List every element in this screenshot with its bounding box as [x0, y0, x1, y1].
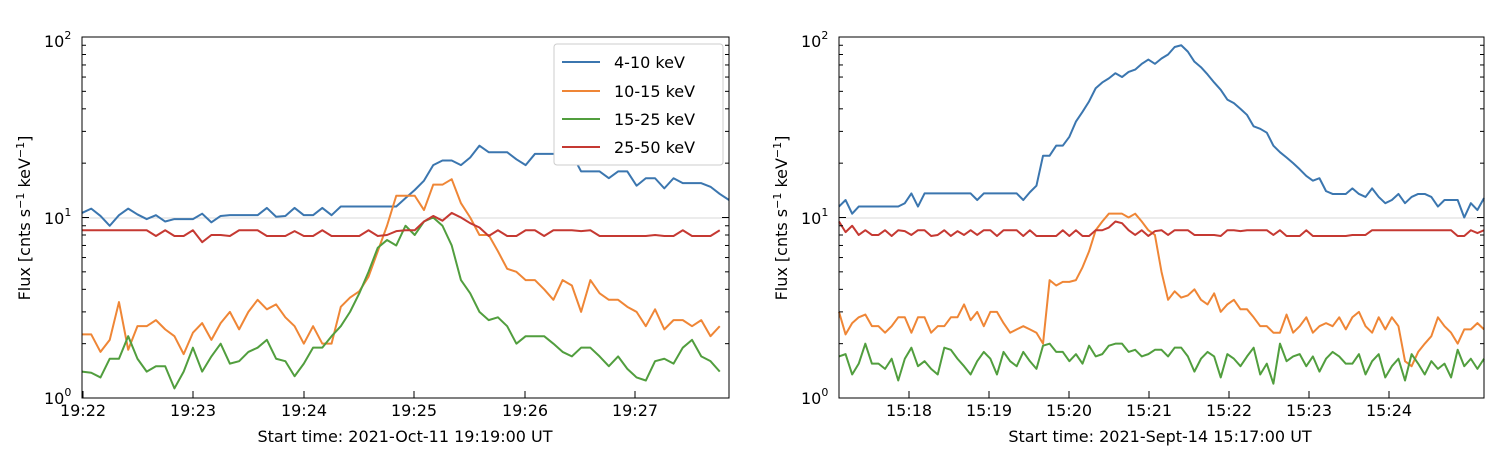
- right-x-tick-label: 15:18: [886, 401, 932, 420]
- left-y-axis-label: Flux [cnts s−1 keV−1]: [14, 136, 34, 301]
- right-x-tick-label: 15:22: [1206, 401, 1252, 420]
- left-y-tick-label-100: 102: [44, 29, 71, 51]
- right-series-line-10-15-kev: [838, 212, 1485, 368]
- right-series-line-4-10-kev: [838, 44, 1485, 219]
- right-x-tick-label: 15:21: [1126, 401, 1172, 420]
- left-y-tick-label-1: 100: [44, 386, 71, 408]
- right-minor-ticks: [839, 44, 1484, 399]
- right-series-line-15-25-kev: [838, 342, 1485, 385]
- left-x-axis-label: Start time: 2021-Oct-11 19:19:00 UT: [257, 427, 552, 446]
- left-x-tick-label: 19:25: [391, 401, 437, 420]
- legend-label: 4-10 keV: [614, 53, 685, 72]
- right-x-tick-label: 15:19: [966, 401, 1012, 420]
- right-chart-panel: 15:18 15:19 15:20 15:21 15:22 15:23 15:2…: [771, 29, 1485, 446]
- right-y-axis-label: Flux [cnts s−1 keV−1]: [771, 136, 791, 301]
- legend-frame: [553, 43, 724, 166]
- left-x-tick-label: 19:26: [502, 401, 548, 420]
- legend-entry: 25-50 keV: [562, 138, 695, 157]
- legend-entry: 10-15 keV: [562, 82, 695, 101]
- left-x-tick-label: 19:27: [612, 401, 658, 420]
- left-y-tick-label-10: 101: [44, 206, 71, 228]
- left-series-group: [81, 144, 730, 390]
- left-x-tick-label: 19:24: [281, 401, 327, 420]
- right-x-tick-label: 15:20: [1046, 401, 1092, 420]
- right-x-tick-label: 15:23: [1286, 401, 1332, 420]
- right-x-ticks: [908, 391, 1390, 398]
- legend-label: 25-50 keV: [614, 138, 695, 157]
- right-x-axis-label: Start time: 2021-Sept-14 15:17:00 UT: [1008, 427, 1312, 446]
- legend-label: 15-25 keV: [614, 110, 695, 129]
- legend-label: 10-15 keV: [614, 82, 695, 101]
- left-series-line-10-15-kev: [82, 178, 721, 356]
- left-series-line-4-10-kev: [81, 144, 730, 227]
- right-series-line-25-50-kev: [838, 220, 1485, 237]
- right-y-tick-label-1: 100: [801, 386, 828, 408]
- left-chart-panel: 19:22 19:23 19:24 19:25 19:26 19:27 102 …: [14, 29, 730, 446]
- left-x-tick-label: 19:23: [170, 401, 216, 420]
- legend-entry: 4-10 keV: [562, 53, 685, 72]
- left-series-line-25-50-kev: [82, 211, 721, 244]
- left-series-line-15-25-kev: [81, 216, 721, 390]
- left-x-ticks: [82, 391, 636, 398]
- right-y-tick-label-100: 102: [801, 29, 828, 51]
- right-y-tick-label-10: 101: [801, 206, 828, 228]
- legend: 4-10 keV 10-15 keV 15-25 keV 25-50 keV: [553, 43, 724, 166]
- legend-entry: 15-25 keV: [562, 110, 695, 129]
- left-x-tick-label: 19:22: [60, 401, 106, 420]
- left-minor-ticks: [82, 44, 729, 399]
- right-series-group: [838, 44, 1485, 385]
- right-x-tick-label: 15:24: [1366, 401, 1412, 420]
